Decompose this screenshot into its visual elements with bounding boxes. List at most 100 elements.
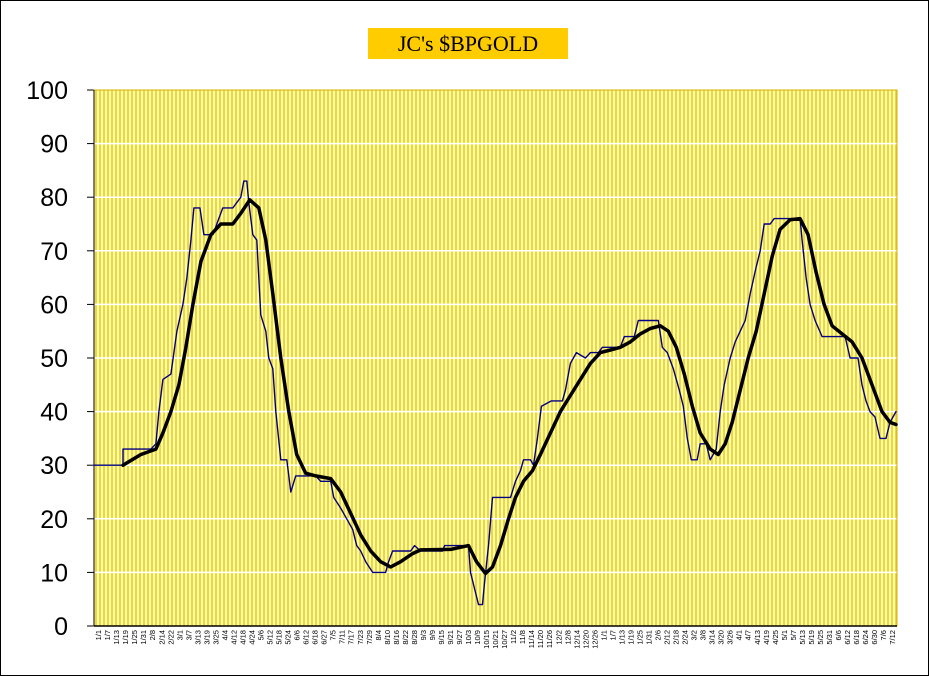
x-tick-label: 1/31 bbox=[139, 630, 148, 645]
x-tick-label: 6/18 bbox=[311, 630, 320, 645]
x-tick-label: 12/2 bbox=[554, 630, 563, 645]
x-tick-label: 2/8 bbox=[148, 630, 157, 640]
x-tick-label: 12/14 bbox=[572, 630, 581, 649]
x-tick-label: 1/13 bbox=[617, 630, 626, 645]
x-tick-label: 10/3 bbox=[464, 630, 473, 645]
x-tick-label: 5/25 bbox=[816, 630, 825, 645]
x-tick-label: 2/22 bbox=[166, 630, 175, 645]
x-tick-label: 3/1 bbox=[175, 630, 184, 640]
y-tick-label: 0 bbox=[54, 613, 68, 641]
x-tick-label: 1/25 bbox=[130, 630, 139, 645]
x-tick-label: 12/26 bbox=[590, 630, 599, 649]
x-tick-label: 4/1 bbox=[735, 630, 744, 640]
x-tick-label: 5/18 bbox=[275, 630, 284, 645]
x-tick-label: 7/11 bbox=[338, 630, 347, 644]
x-tick-label: 11/2 bbox=[509, 630, 518, 644]
x-tick-label: 9/9 bbox=[428, 630, 437, 640]
x-tick-label: 8/22 bbox=[401, 630, 410, 645]
x-tick-label: 4/18 bbox=[239, 630, 248, 645]
x-tick-label: 8/10 bbox=[383, 630, 392, 645]
x-tick-label: 3/8 bbox=[699, 630, 708, 640]
y-tick-label: 70 bbox=[40, 238, 68, 266]
x-tick-label: 9/3 bbox=[419, 630, 428, 640]
y-tick-label: 100 bbox=[26, 77, 68, 105]
x-tick-label: 3/7 bbox=[184, 630, 193, 640]
x-tick-label: 5/19 bbox=[807, 630, 816, 645]
x-tick-label: 4/12 bbox=[229, 630, 238, 645]
x-tick-label: 1/31 bbox=[645, 630, 654, 645]
x-tick-label: 7/29 bbox=[365, 630, 374, 645]
y-tick-label: 30 bbox=[40, 452, 68, 480]
x-tick-label: 5/6 bbox=[257, 630, 266, 640]
x-tick-label: 1/7 bbox=[608, 630, 617, 640]
x-tick-label: 9/15 bbox=[437, 630, 446, 645]
x-tick-label: 3/2 bbox=[690, 630, 699, 640]
x-tick-label: 4/24 bbox=[248, 630, 257, 645]
x-tick-label: 4/13 bbox=[753, 630, 762, 645]
x-tick-label: 3/19 bbox=[202, 630, 211, 645]
x-tick-label: 11/26 bbox=[545, 630, 554, 648]
y-tick-label: 40 bbox=[40, 399, 68, 427]
x-tick-label: 6/18 bbox=[852, 630, 861, 645]
smoothed-series-line bbox=[121, 198, 898, 576]
x-tick-label: 9/27 bbox=[455, 630, 464, 645]
x-tick-label: 5/31 bbox=[825, 630, 834, 645]
x-tick-label: 12/20 bbox=[581, 630, 590, 649]
x-tick-label: 10/27 bbox=[500, 630, 509, 649]
chart-title: JC's $BPGOLD bbox=[368, 28, 568, 59]
x-tick-label: 6/24 bbox=[861, 630, 870, 645]
x-tick-label: 6/6 bbox=[293, 630, 302, 640]
x-tick-label: 1/7 bbox=[103, 630, 112, 640]
x-tick-label: 12/8 bbox=[563, 630, 572, 645]
x-tick-label: 1/1 bbox=[94, 630, 103, 640]
x-tick-label: 10/21 bbox=[491, 630, 500, 649]
x-tick-label: 8/16 bbox=[392, 630, 401, 645]
x-tick-label: 3/25 bbox=[211, 630, 220, 645]
x-tick-label: 1/19 bbox=[626, 630, 635, 645]
y-tick-label: 10 bbox=[40, 559, 68, 587]
x-tick-label: 5/24 bbox=[284, 630, 293, 645]
x-tick-label: 4/25 bbox=[771, 630, 780, 645]
x-tick-label: 2/14 bbox=[157, 630, 166, 645]
y-tick-label: 90 bbox=[40, 131, 68, 159]
x-tick-label: 5/13 bbox=[798, 630, 807, 645]
x-tick-label: 3/20 bbox=[717, 630, 726, 645]
raw-series-line bbox=[93, 180, 897, 606]
x-tick-label: 6/30 bbox=[870, 630, 879, 645]
x-tick-label: 5/7 bbox=[789, 630, 798, 640]
x-tick-label: 10/15 bbox=[482, 630, 491, 649]
x-tick-label: 7/12 bbox=[888, 630, 897, 645]
x-tick-label: 3/13 bbox=[193, 630, 202, 645]
x-tick-label: 1/13 bbox=[112, 630, 121, 645]
x-tick-label: 10/9 bbox=[473, 630, 482, 645]
x-tick-label: 5/12 bbox=[266, 630, 275, 645]
x-tick-label: 11/20 bbox=[536, 630, 545, 648]
x-tick-label: 2/24 bbox=[681, 630, 690, 645]
x-tick-label: 1/19 bbox=[121, 630, 130, 645]
x-tick-label: 2/6 bbox=[654, 630, 663, 640]
x-tick-label: 2/12 bbox=[663, 630, 672, 645]
x-tick-label: 6/27 bbox=[320, 630, 329, 645]
x-tick-label: 5/1 bbox=[780, 630, 789, 640]
y-tick-label: 80 bbox=[40, 184, 68, 212]
x-tick-label: 7/5 bbox=[329, 630, 338, 640]
x-tick-label: 11/14 bbox=[527, 630, 536, 648]
x-tick-label: 6/6 bbox=[834, 630, 843, 640]
x-tick-label: 7/17 bbox=[347, 630, 356, 645]
x-tick-label: 2/18 bbox=[672, 630, 681, 645]
x-tick-label: 7/6 bbox=[879, 630, 888, 640]
x-tick-label: 3/26 bbox=[726, 630, 735, 645]
x-tick-label: 1/1 bbox=[599, 630, 608, 640]
x-tick-label: 1/25 bbox=[636, 630, 645, 645]
x-tick-label: 11/8 bbox=[518, 630, 527, 644]
x-tick-label: 6/12 bbox=[843, 630, 852, 645]
x-tick-label: 8/4 bbox=[374, 630, 383, 640]
x-tick-label: 4/7 bbox=[744, 630, 753, 640]
y-tick-label: 60 bbox=[40, 291, 68, 319]
x-tick-label: 4/19 bbox=[762, 630, 771, 645]
y-tick-label: 20 bbox=[40, 506, 68, 534]
x-tick-label: 7/23 bbox=[356, 630, 365, 645]
x-tick-label: 9/21 bbox=[446, 630, 455, 645]
